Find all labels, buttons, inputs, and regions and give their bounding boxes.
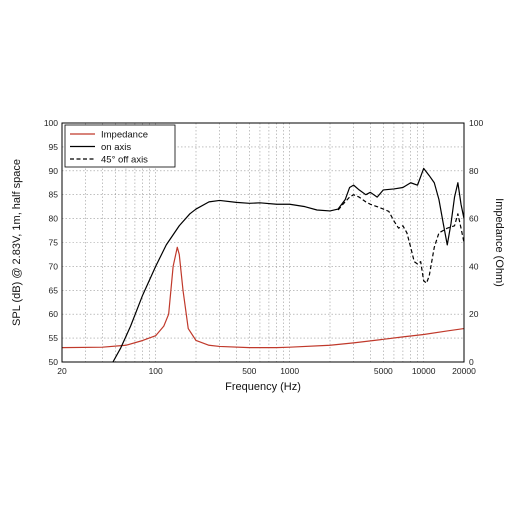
legend-label-1: on axis	[101, 142, 131, 153]
x-tick-label: 100	[149, 366, 163, 376]
y-tick-label: 65	[49, 285, 59, 295]
y-tick-label: 95	[49, 142, 59, 152]
legend-label-2: 45° off axis	[101, 155, 148, 166]
tick-labels: 20 100 500 1000 5000 10000 2000050556065707580…	[44, 118, 484, 376]
y2-tick-label: 60	[469, 214, 479, 224]
y-axis-title: SPL (dB) @ 2.83V, 1m, half space	[11, 159, 23, 326]
x-tick-label: 5000	[374, 366, 393, 376]
x-tick-label: 10000	[412, 366, 436, 376]
y2-tick-label: 0	[469, 357, 474, 367]
y-tick-label: 70	[49, 261, 59, 271]
y-tick-label: 60	[49, 309, 59, 319]
x-tick-label: 1000	[280, 366, 299, 376]
x-tick-label: 20	[57, 366, 67, 376]
y-tick-label: 100	[44, 118, 58, 128]
y2-tick-label: 40	[469, 261, 479, 271]
legend-label-0: Impedance	[101, 130, 148, 141]
series-line-2	[337, 194, 464, 284]
x-tick-label: 20000	[452, 366, 476, 376]
y-tick-label: 90	[49, 166, 59, 176]
y-tick-label: 80	[49, 214, 59, 224]
y-tick-label: 50	[49, 357, 59, 367]
x-tick-label: 500	[242, 366, 256, 376]
y2-tick-label: 20	[469, 309, 479, 319]
y-tick-label: 85	[49, 190, 59, 200]
y-tick-label: 55	[49, 333, 59, 343]
y2-tick-label: 100	[469, 118, 483, 128]
series-line-0	[62, 246, 464, 349]
series-line-1	[112, 167, 464, 362]
x-axis-title: Frequency (Hz)	[225, 381, 301, 393]
y2-tick-label: 80	[469, 166, 479, 176]
series-lines	[62, 167, 464, 362]
y-tick-label: 75	[49, 238, 59, 248]
plot-frame	[61, 122, 465, 363]
y2-axis-title: Impedance (Ohm)	[493, 198, 505, 287]
